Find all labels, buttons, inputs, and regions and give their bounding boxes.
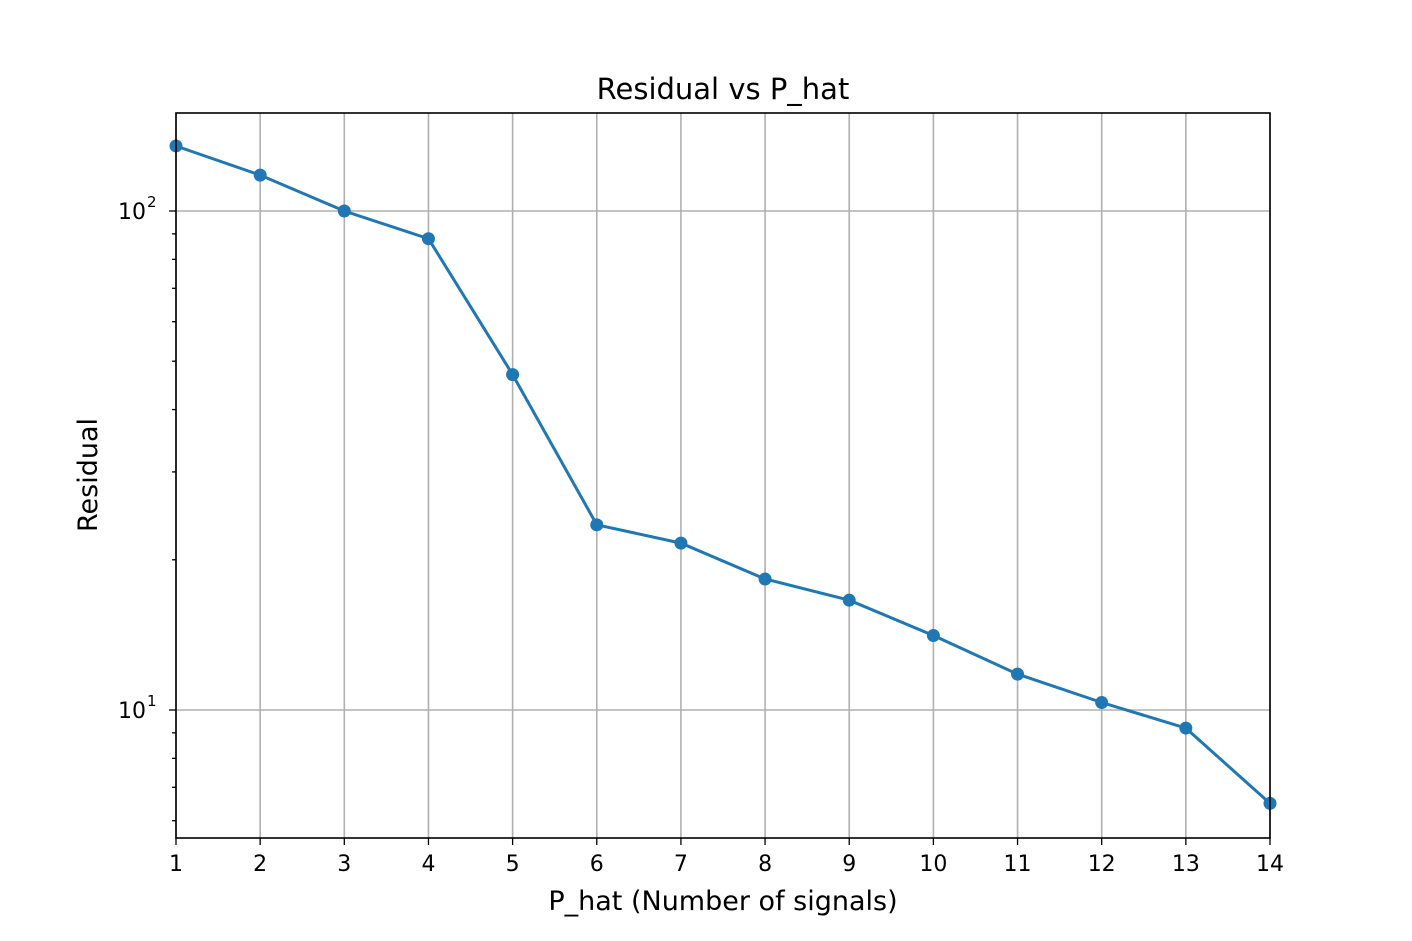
x-tick-label: 10: [919, 852, 947, 877]
x-tick-label: 8: [758, 852, 772, 877]
x-tick-label: 2: [253, 852, 267, 877]
x-tick-label: 1: [169, 852, 183, 877]
x-tick-label: 7: [674, 852, 688, 877]
plot-frame: [175, 112, 1271, 839]
x-tick-label: 13: [1172, 852, 1200, 877]
data-point: [421, 232, 435, 246]
y-tick-label: 10: [118, 200, 146, 225]
x-tick-label: 6: [590, 852, 604, 877]
data-point: [506, 368, 520, 382]
y-tick-label: 10: [118, 699, 146, 724]
data-point: [758, 572, 772, 586]
data-point: [1179, 721, 1193, 735]
data-point: [590, 518, 604, 532]
series-line: [175, 144, 1271, 805]
data-point: [926, 629, 940, 643]
x-axis-label: P_hat (Number of signals): [548, 886, 897, 917]
y-axis-label: Residual: [73, 418, 104, 532]
y-tick-exponent: 2: [147, 193, 157, 211]
data-point: [842, 593, 856, 607]
x-tick-label: 11: [1004, 852, 1032, 877]
data-point: [674, 536, 688, 550]
data-point: [253, 168, 267, 182]
y-tick-exponent: 1: [147, 692, 157, 710]
x-tick-label: 12: [1088, 852, 1116, 877]
x-tick-label: 4: [421, 852, 435, 877]
chart-title: Residual vs P_hat: [597, 72, 850, 106]
data-point: [1095, 696, 1109, 710]
data-point: [337, 204, 351, 218]
data-point: [1011, 667, 1025, 681]
x-tick-label: 3: [337, 852, 351, 877]
x-tick-label: 5: [506, 852, 520, 877]
x-tick-label: 9: [842, 852, 856, 877]
grid: [175, 113, 1271, 838]
x-tick-label: 14: [1256, 852, 1284, 877]
